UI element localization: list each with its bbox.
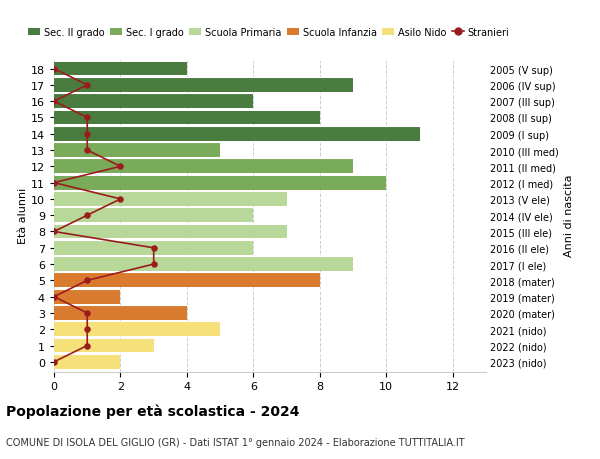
Bar [54,339,154,353]
Bar [54,306,187,320]
Point [116,163,125,171]
Bar [54,160,353,174]
Bar [54,257,353,271]
Bar [54,241,253,255]
Point [82,309,92,317]
Legend: Sec. II grado, Sec. I grado, Scuola Primaria, Scuola Infanzia, Asilo Nido, Stran: Sec. II grado, Sec. I grado, Scuola Prim… [25,24,514,42]
Point [49,179,59,187]
Bar [54,79,353,93]
Bar [54,290,121,304]
Point [82,212,92,219]
Bar [54,274,320,288]
Point [82,82,92,90]
Point [49,98,59,106]
Point [49,293,59,301]
Point [82,114,92,122]
Point [82,342,92,349]
Point [82,131,92,138]
Bar [54,95,253,109]
Text: Popolazione per età scolastica - 2024: Popolazione per età scolastica - 2024 [6,403,299,418]
Text: COMUNE DI ISOLA DEL GIGLIO (GR) - Dati ISTAT 1° gennaio 2024 - Elaborazione TUTT: COMUNE DI ISOLA DEL GIGLIO (GR) - Dati I… [6,437,464,448]
Point [116,196,125,203]
Point [149,261,158,268]
Point [82,147,92,154]
Bar [54,225,287,239]
Bar [54,323,220,336]
Bar [54,111,320,125]
Bar [54,209,253,223]
Bar [54,193,287,207]
Bar [54,128,419,141]
Point [82,326,92,333]
Bar [54,176,386,190]
Bar [54,62,187,76]
Bar [54,144,220,157]
Point [149,245,158,252]
Point [49,358,59,366]
Point [49,66,59,73]
Point [82,277,92,285]
Point [49,228,59,235]
Y-axis label: Età alunni: Età alunni [18,188,28,244]
Bar [54,355,121,369]
Y-axis label: Anni di nascita: Anni di nascita [565,174,574,257]
